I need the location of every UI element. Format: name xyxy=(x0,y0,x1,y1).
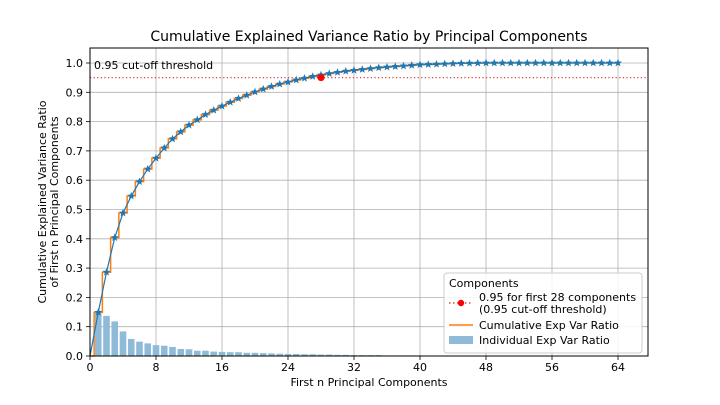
legend-label-cumulative: Cumulative Exp Var Ratio xyxy=(479,319,619,332)
x-tick-label: 48 xyxy=(479,361,493,374)
x-tick-label: 32 xyxy=(347,361,361,374)
y-tick-label: 0.4 xyxy=(66,233,84,246)
individual-var-bar xyxy=(111,321,118,356)
legend: Components 0.95 for first 28 components … xyxy=(444,273,642,353)
x-tick-label: 56 xyxy=(545,361,559,374)
individual-var-bar xyxy=(161,346,168,356)
individual-var-bar xyxy=(128,339,135,356)
legend-label-cutoff-line2: (0.95 cut-off threshold) xyxy=(479,303,607,316)
y-tick-label: 0.3 xyxy=(66,262,84,275)
y-tick-label: 0.1 xyxy=(66,321,84,334)
individual-var-bar xyxy=(95,312,102,356)
individual-var-bar xyxy=(186,349,193,356)
individual-var-bar xyxy=(194,351,201,356)
x-tick-label: 16 xyxy=(215,361,229,374)
individual-var-bar xyxy=(153,345,160,356)
threshold-annotation: 0.95 cut-off threshold xyxy=(94,59,213,72)
chart-title: Cumulative Explained Variance Ratio by P… xyxy=(150,29,587,45)
x-tick-label: 24 xyxy=(281,361,295,374)
individual-var-bar xyxy=(103,316,110,356)
individual-var-bar xyxy=(169,347,176,356)
individual-var-bar xyxy=(177,349,184,356)
y-axis-label-line2: of First n Principal Components xyxy=(48,116,61,287)
y-tick-label: 0.7 xyxy=(66,145,84,158)
y-tick-label: 0.8 xyxy=(66,116,84,129)
y-tick-label: 0.9 xyxy=(66,86,84,99)
individual-var-bar xyxy=(210,352,217,356)
legend-cutoff-dot-swatch xyxy=(458,300,464,306)
y-tick-label: 0.2 xyxy=(66,291,84,304)
individual-var-bar xyxy=(202,351,209,356)
legend-label-individual: Individual Exp Var Ratio xyxy=(479,334,610,347)
x-tick-label: 64 xyxy=(611,361,625,374)
y-tick-label: 0.0 xyxy=(66,350,84,363)
legend-individual-swatch xyxy=(449,336,473,344)
individual-var-bar xyxy=(144,343,151,356)
y-tick-label: 0.6 xyxy=(66,174,84,187)
individual-var-bar xyxy=(227,352,234,356)
cutoff-point xyxy=(318,74,325,81)
individual-var-bar xyxy=(120,331,127,356)
individual-var-bar xyxy=(136,342,143,356)
individual-var-bar xyxy=(219,352,226,356)
x-axis-label: First n Principal Components xyxy=(290,376,447,389)
x-tick-label: 8 xyxy=(153,361,160,374)
legend-title: Components xyxy=(449,277,519,290)
individual-var-bar xyxy=(235,352,242,356)
x-tick-label: 0 xyxy=(87,361,94,374)
y-tick-label: 0.5 xyxy=(66,204,84,217)
x-tick-label: 40 xyxy=(413,361,427,374)
y-tick-label: 1.0 xyxy=(66,57,84,70)
